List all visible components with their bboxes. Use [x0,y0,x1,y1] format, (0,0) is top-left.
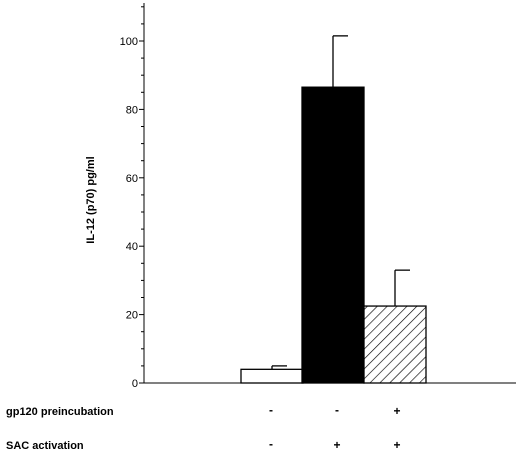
bars [240,86,427,384]
condition-label: gp120 preincubation [6,406,114,418]
condition-value: + [333,438,340,452]
condition-value: + [393,438,400,452]
y-tick-label: 20 [126,310,138,322]
y-tick-label: 0 [132,378,138,390]
y-tick-label: 60 [126,173,138,185]
condition-value: - [269,437,273,451]
y-tick-label: 100 [120,36,138,48]
condition-label: SAC activation [6,440,84,452]
y-tick-label: 80 [126,104,138,116]
bar-3 [363,305,427,384]
y-tick-label: 40 [126,241,138,253]
y-axis-title: IL-12 (p70) pg/ml [85,156,97,243]
condition-table: gp120 preincubation - - + SAC activation - + + [6,403,401,452]
y-axis: 0 20 40 60 80 100 [120,3,516,390]
bar-1 [240,368,304,384]
error-bars [271,35,410,370]
bar-2 [301,86,365,384]
condition-value: + [393,404,400,418]
condition-value: - [335,403,339,417]
condition-value: - [269,403,273,417]
